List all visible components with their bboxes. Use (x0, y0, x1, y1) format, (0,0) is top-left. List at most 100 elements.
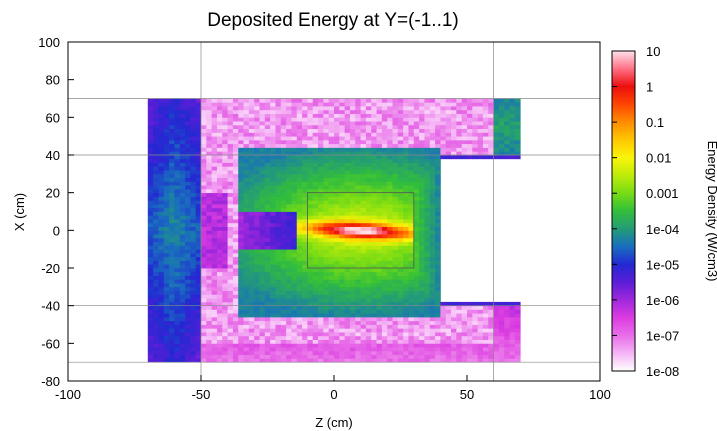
heatmap-cell (206, 106, 213, 111)
heatmap-cell (318, 241, 324, 246)
heatmap-cell (498, 301, 505, 307)
heatmap-cell (413, 98, 420, 103)
heatmap-cell (206, 222, 213, 227)
heatmap-cell (291, 290, 298, 295)
heatmap-cell (227, 301, 234, 307)
heatmap-cell (376, 147, 383, 152)
heatmap-cell (504, 113, 510, 118)
heatmap-cell (408, 256, 415, 261)
heatmap-cell (179, 192, 186, 197)
heatmap-cell (318, 298, 324, 303)
heatmap-cell (158, 256, 165, 261)
heatmap-cell (397, 237, 404, 243)
heatmap-cell (381, 264, 388, 269)
heatmap-cell (349, 335, 356, 340)
heatmap-cell (312, 211, 319, 216)
heatmap-cell (408, 237, 415, 243)
heatmap-cell (339, 252, 346, 258)
heatmap-cell (179, 275, 186, 280)
heatmap-cell (163, 203, 170, 209)
heatmap-cell (179, 328, 186, 333)
heatmap-cell (408, 339, 415, 344)
heatmap-cell (238, 230, 244, 235)
heatmap-cell (259, 328, 266, 333)
heatmap-cell (158, 200, 165, 205)
heatmap-cell (376, 320, 383, 325)
heatmap-cell (264, 305, 271, 310)
heatmap-cell (238, 98, 244, 103)
heatmap-cell (291, 328, 298, 333)
heatmap-cell (222, 271, 228, 276)
heatmap-cell (365, 117, 372, 122)
heatmap-cell (472, 328, 479, 333)
heatmap-cell (163, 313, 170, 318)
heatmap-cell (275, 335, 282, 340)
heatmap-cell (392, 147, 399, 152)
heatmap-cell (211, 215, 218, 220)
heatmap-cell (174, 158, 181, 163)
heatmap-cell (222, 211, 228, 216)
heatmap-cell (280, 241, 287, 246)
heatmap-cell (371, 298, 377, 303)
heatmap-cell (232, 158, 239, 163)
heatmap-cell (248, 139, 255, 145)
heatmap-cell (365, 294, 372, 299)
heatmap-cell (323, 121, 330, 126)
heatmap-cell (424, 155, 431, 160)
heatmap-cell (174, 354, 181, 359)
heatmap-cell (392, 316, 399, 322)
heatmap-cell (318, 226, 324, 231)
heatmap-cell (254, 286, 260, 291)
heatmap-cell (286, 316, 292, 322)
heatmap-cell (451, 143, 457, 148)
heatmap-cell (163, 219, 170, 224)
heatmap-cell (339, 290, 346, 295)
heatmap-cell (334, 136, 340, 141)
heatmap-cell (397, 230, 404, 235)
heatmap-cell (248, 136, 255, 141)
heatmap-cell (344, 98, 351, 103)
heatmap-cell (153, 136, 159, 141)
heatmap-cell (514, 106, 521, 111)
heatmap-cell (392, 155, 399, 160)
heatmap-cell (243, 207, 250, 212)
heatmap-cell (419, 271, 425, 276)
heatmap-cell (238, 286, 244, 291)
heatmap-cell (440, 117, 447, 122)
heatmap-cell (296, 320, 303, 325)
heatmap-cell (153, 339, 159, 344)
heatmap-cell (488, 347, 494, 352)
heatmap-cell (467, 309, 473, 314)
heatmap-cell (190, 200, 197, 205)
heatmap-cell (195, 215, 202, 220)
heatmap-cell (365, 177, 372, 182)
heatmap-cell (206, 350, 213, 356)
heatmap-cell (451, 106, 457, 111)
heatmap-cell (174, 301, 181, 307)
heatmap-cell (371, 347, 377, 352)
heatmap-cell (169, 128, 175, 133)
heatmap-cell (291, 234, 298, 239)
heatmap-cell (435, 215, 441, 220)
heatmap-cell (424, 347, 431, 352)
heatmap-cell (318, 162, 324, 167)
heatmap-cell (296, 309, 303, 314)
heatmap-cell (216, 185, 223, 190)
heatmap-cell (147, 256, 154, 261)
heatmap-cell (408, 320, 415, 325)
heatmap-cell (248, 294, 255, 299)
heatmap-cell (264, 252, 271, 258)
heatmap-cell (179, 139, 186, 145)
heatmap-cell (254, 283, 260, 288)
heatmap-cell (238, 339, 244, 344)
heatmap-cell (270, 328, 276, 333)
heatmap-cell (318, 200, 324, 205)
heatmap-cell (185, 151, 191, 156)
heatmap-cell (498, 147, 505, 152)
heatmap-cell (153, 192, 159, 197)
heatmap-cell (174, 117, 181, 122)
heatmap-cell (408, 166, 415, 171)
heatmap-cell (153, 260, 159, 265)
heatmap-cell (195, 158, 202, 163)
heatmap-cell (296, 181, 303, 186)
